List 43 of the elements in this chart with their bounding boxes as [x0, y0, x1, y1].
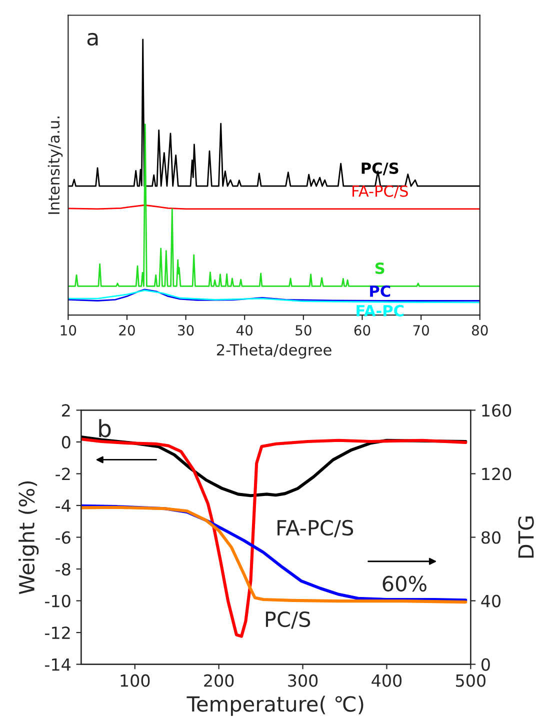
series-label: FA-PC — [356, 304, 404, 316]
x-tick-label: 400 — [372, 674, 402, 687]
annotation: FA-PC/S — [278, 520, 354, 538]
y-tick-label: -10 — [45, 594, 70, 608]
annotation: PC/S — [266, 611, 310, 629]
annotation: 60% — [382, 576, 426, 592]
x-tick-label: 40 — [236, 325, 253, 336]
series-label: PC/S — [362, 162, 398, 176]
y-tick-label: 0 — [62, 436, 70, 449]
y2-axis-title: DTG — [518, 516, 534, 558]
x-tick-label: 30 — [178, 325, 194, 336]
y-tick-label: 2 — [62, 404, 70, 417]
series-label: FA-PC/S — [352, 185, 408, 198]
x-tick-label: 20 — [119, 325, 135, 336]
x-tick-label: 500 — [456, 674, 486, 687]
x-axis-title: Temperature( ℃) — [186, 696, 364, 716]
x-tick-label: 60 — [354, 325, 370, 336]
y-axis-title: Weight (%) — [18, 481, 39, 594]
y-tick-label: -4 — [56, 500, 70, 512]
y2-tick-label: 80 — [482, 531, 500, 544]
y-axis-title: Intensity/a.u. — [48, 116, 63, 214]
y-tick-label: -8 — [56, 562, 70, 576]
y2-tick-label: 160 — [482, 404, 512, 417]
y2-tick-label: 40 — [481, 594, 500, 608]
annotation: a — [87, 32, 98, 46]
x-axis-title: 2-Theta/degree — [216, 344, 332, 359]
x-tick-label: 70 — [413, 325, 429, 336]
y-tick-label: -6 — [56, 531, 70, 544]
x-tick-label: 50 — [296, 325, 312, 336]
series-label: PC — [370, 285, 390, 297]
y2-tick-label: 120 — [482, 468, 512, 480]
x-tick-label: 300 — [288, 674, 318, 687]
y-tick-label: -14 — [45, 658, 70, 671]
y-tick-label: -12 — [45, 626, 70, 639]
series-label: S — [375, 262, 384, 274]
y2-tick-label: 0 — [481, 658, 490, 671]
x-tick-label: 200 — [204, 674, 234, 687]
x-tick-label: 10 — [60, 325, 76, 336]
x-tick-label: 80 — [472, 325, 488, 336]
x-tick-label: 100 — [120, 674, 150, 687]
annotation: b — [99, 419, 111, 438]
line-series — [81, 438, 468, 638]
y-tick-label: -2 — [56, 468, 70, 480]
